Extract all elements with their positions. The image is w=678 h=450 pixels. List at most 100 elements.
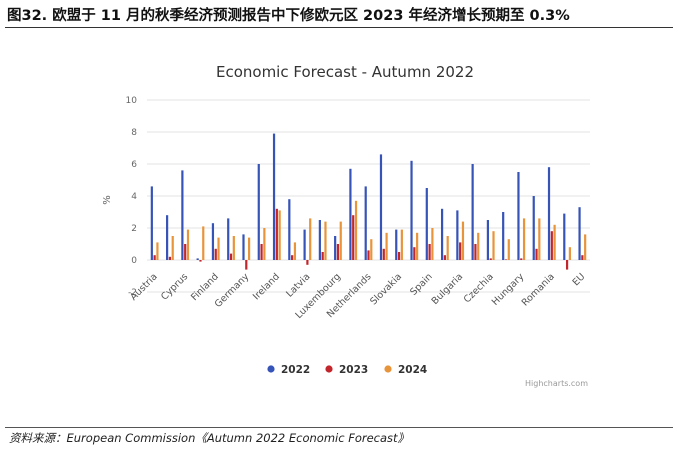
y-tick-label: 8 (131, 128, 137, 138)
legend-label: 2024 (398, 364, 427, 376)
bar-2024 (354, 200, 358, 260)
bar-2023 (245, 260, 248, 270)
bar-2023 (382, 248, 385, 260)
bar-2024 (568, 247, 571, 260)
bar-2022 (196, 258, 199, 260)
bar-2023 (443, 255, 446, 260)
x-tick-label: Cyprus (159, 271, 190, 302)
bar-2024 (339, 221, 342, 260)
bar-2022 (547, 167, 551, 260)
bar-2024 (202, 226, 205, 260)
bar-2023 (275, 208, 278, 260)
figure-caption: 图32. 欧盟于 11 月的秋季经济预测报告中下修欧元区 2023 年经济增长预… (7, 8, 570, 24)
bar-2022 (349, 168, 352, 260)
bar-2022 (227, 218, 230, 260)
bar-2024 (461, 221, 465, 260)
bar-2024 (324, 221, 327, 260)
bar-2022 (181, 170, 184, 260)
x-tick-label: Slovakia (368, 271, 404, 307)
bar-2022 (150, 186, 153, 260)
bar-2023 (214, 248, 217, 260)
bar-2024 (507, 239, 510, 260)
x-tick-label: Ireland (251, 271, 282, 302)
legend-marker (384, 365, 392, 373)
legend-item-2024[interactable]: 2024 (384, 364, 427, 376)
bar-2023 (199, 260, 202, 262)
source-note: 资料来源：European Commission《Autumn 2022 Eco… (9, 431, 410, 445)
bar-2022 (257, 164, 260, 260)
legend-label: 2022 (281, 364, 310, 376)
legend[interactable]: 2022 2023 2024 (267, 364, 427, 376)
grid-lines (147, 99, 590, 293)
bar-2022 (563, 213, 566, 260)
bar-2023 (581, 255, 584, 260)
y-tick-label: 4 (131, 192, 137, 202)
bar-2023 (535, 248, 538, 260)
y-tick-label: 6 (131, 160, 137, 170)
x-tick-label: Bulgaria (430, 271, 466, 307)
bar-2024 (171, 236, 174, 260)
bar-2022 (318, 220, 321, 260)
x-tick-label: Latvia (284, 271, 312, 299)
legend-marker (325, 365, 333, 373)
legend-label: 2023 (339, 364, 368, 376)
bar-2024 (186, 229, 190, 260)
bar-2024 (217, 237, 220, 260)
bar-2022 (440, 208, 444, 260)
bar-2022 (395, 229, 398, 260)
bars (150, 133, 587, 270)
bar-2023 (306, 260, 309, 265)
bar-2023 (184, 244, 187, 260)
bar-2022 (456, 210, 459, 260)
bottom-rule (5, 427, 673, 428)
bar-2024 (309, 218, 312, 260)
bar-2022 (166, 215, 169, 260)
bar-2022 (410, 160, 413, 260)
bar-2023 (474, 244, 477, 260)
bar-2023 (428, 244, 431, 260)
bar-2024 (522, 218, 526, 260)
bar-2022 (486, 220, 490, 260)
bar-2022 (334, 236, 337, 260)
bar-2024 (278, 210, 281, 260)
bar-2023 (229, 253, 233, 260)
bar-2022 (211, 223, 215, 260)
x-tick-label: Spain (408, 271, 435, 298)
bar-2023 (260, 244, 263, 260)
bar-2022 (502, 212, 505, 260)
chart-credit: Highcharts.com (525, 379, 588, 388)
bar-2023 (413, 247, 416, 260)
x-tick-label: EU (571, 271, 588, 288)
bar-2022 (425, 188, 428, 260)
bar-2022 (242, 234, 245, 260)
bar-2022 (532, 196, 535, 260)
bar-2024 (446, 236, 449, 260)
y-tick-label: 2 (131, 224, 137, 234)
bar-2024 (232, 236, 235, 260)
bar-2024 (400, 229, 403, 260)
bar-2022 (272, 133, 276, 260)
bar-2024 (385, 232, 388, 260)
bar-2023 (352, 215, 355, 260)
chart-title: Economic Forecast - Autumn 2022 (216, 63, 474, 81)
bar-2023 (336, 244, 340, 260)
legend-item-2022[interactable]: 2022 (267, 364, 310, 376)
bar-2024 (416, 232, 419, 260)
bar-2024 (431, 228, 434, 260)
chart: Economic Forecast - Autumn 2022 % -2 0 2 4 6… (102, 63, 590, 388)
bar-2024 (156, 242, 159, 260)
y-tick-label: -2 (128, 288, 137, 298)
bar-2024 (553, 224, 556, 260)
bar-2022 (288, 199, 291, 260)
top-rule (5, 27, 673, 28)
bar-2023 (459, 242, 462, 260)
legend-item-2023[interactable]: 2023 (325, 364, 368, 376)
bar-2024 (293, 242, 297, 260)
bar-2023 (520, 258, 523, 260)
bar-2023 (291, 255, 294, 260)
bar-2024 (370, 239, 373, 260)
bar-2024 (492, 231, 495, 260)
bar-2022 (578, 207, 581, 260)
bar-2023 (550, 231, 553, 260)
